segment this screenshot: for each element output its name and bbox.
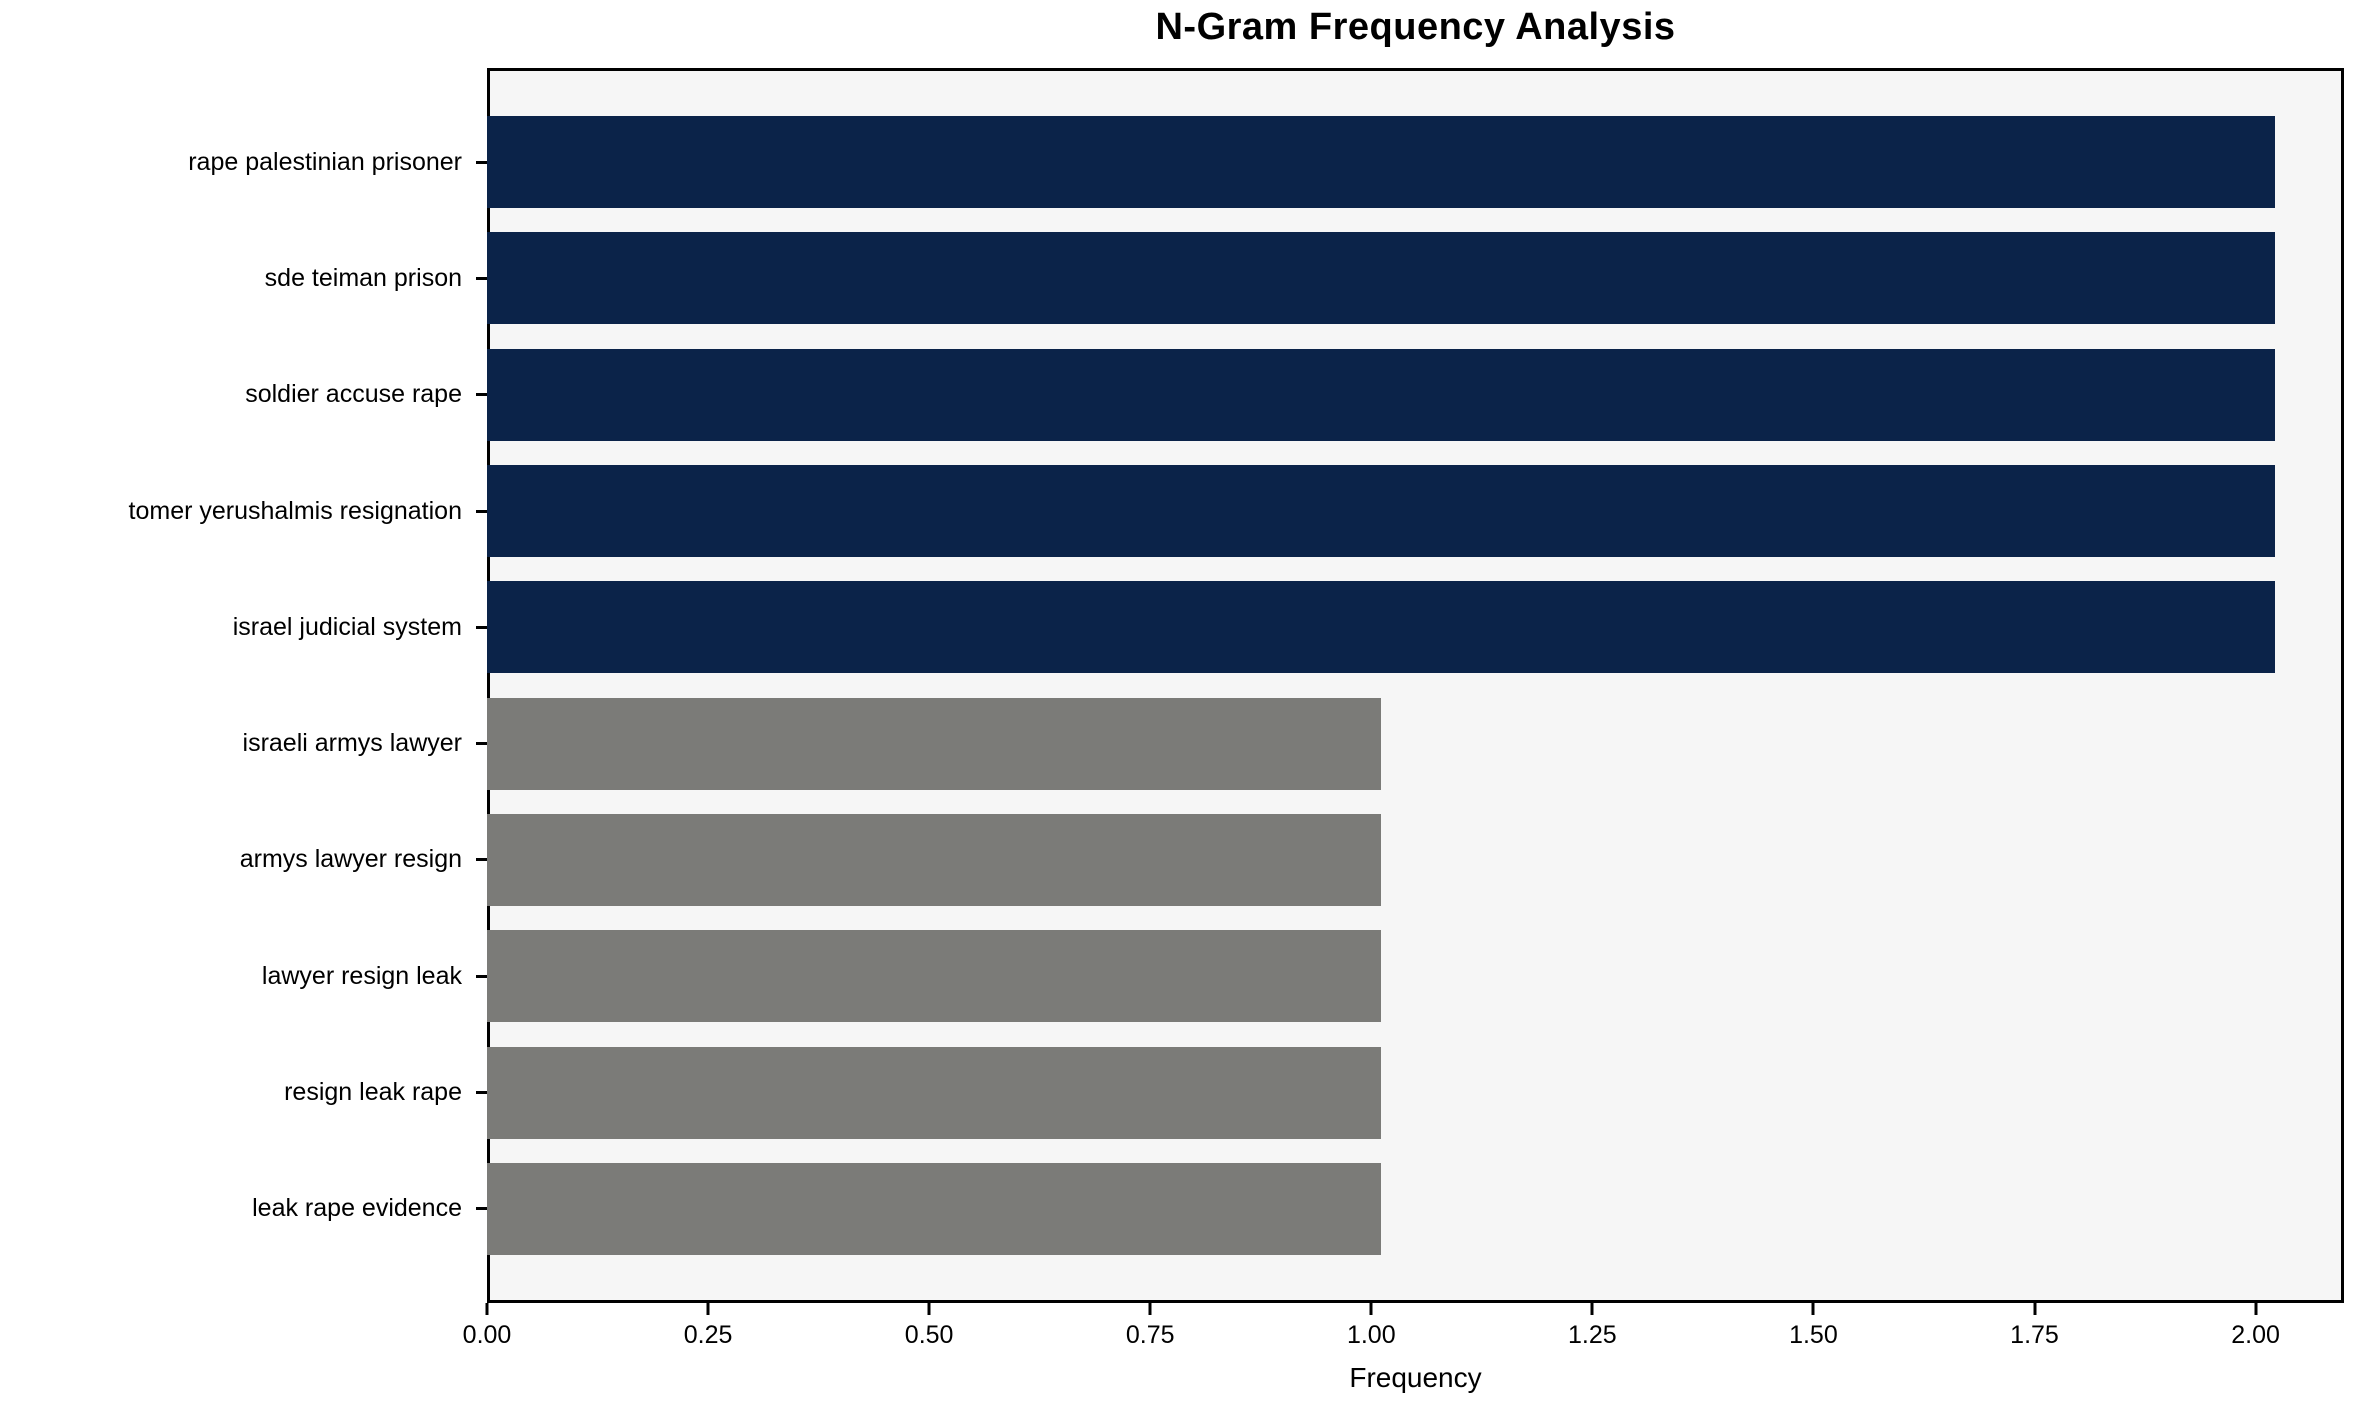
x-tick-label: 1.75 xyxy=(2010,1321,2059,1349)
x-tick-label: 2.00 xyxy=(2231,1321,2280,1349)
bar-track xyxy=(487,685,2364,801)
x-tick-label: 0.50 xyxy=(904,1321,954,1349)
bar xyxy=(487,232,2275,325)
bar xyxy=(487,813,1381,906)
bar xyxy=(487,581,2275,674)
x-tick-label: 1.25 xyxy=(1568,1321,1617,1349)
y-tick-label: israel judicial system xyxy=(232,612,462,641)
y-tick-label: armys lawyer resign xyxy=(239,845,462,874)
bar-row: israeli armys lawyer xyxy=(0,685,2364,801)
bar-rows-layer: rape palestinian prisoner sde teiman pris… xyxy=(0,68,2364,1303)
bar xyxy=(487,697,1381,790)
x-tick-label: 0.00 xyxy=(462,1321,512,1349)
y-tick-label: soldier accuse rape xyxy=(245,380,462,409)
y-tick-label: sde teiman prison xyxy=(264,263,462,292)
x-tick-label: 0.75 xyxy=(1125,1321,1175,1349)
x-axis: 0.00 0.25 0.50 0.75 1.00 1.25 1.50 1.75 2.00 xyxy=(463,1303,2344,1373)
x-tick-label: 1.00 xyxy=(1346,1321,1396,1349)
y-tick-mark xyxy=(476,276,487,280)
x-tick-mark xyxy=(706,1303,710,1315)
bar-row: leak rape evidence xyxy=(0,1151,2364,1267)
x-tick-label: 1.50 xyxy=(1789,1321,1838,1349)
y-tick-mark xyxy=(476,858,487,862)
y-tick-mark xyxy=(476,625,487,629)
y-tick-label: leak rape evidence xyxy=(252,1194,462,1223)
y-tick-mark xyxy=(476,742,487,746)
y-tick-label: tomer yerushalmis resignation xyxy=(128,496,462,525)
x-tick-mark xyxy=(485,1303,489,1315)
bar-row: soldier accuse rape xyxy=(0,337,2364,453)
y-tick-label: lawyer resign leak xyxy=(261,961,462,990)
x-axis-title: Frequency xyxy=(1349,1362,1482,1393)
bar-row: armys lawyer resign xyxy=(0,802,2364,918)
x-tick-mark xyxy=(2254,1303,2258,1315)
bar-row: israel judicial system xyxy=(0,569,2364,685)
bar-track xyxy=(487,569,2364,685)
y-tick-mark xyxy=(476,160,487,164)
bar-track xyxy=(487,802,2364,918)
y-tick-mark xyxy=(476,509,487,513)
bar xyxy=(487,1162,1381,1255)
bar xyxy=(487,348,2275,441)
bar xyxy=(487,116,2275,209)
y-tick-mark xyxy=(476,1207,487,1211)
y-tick-label: israeli armys lawyer xyxy=(242,729,462,758)
bar-row: sde teiman prison xyxy=(0,220,2364,336)
bar-track xyxy=(487,918,2364,1034)
bar-track xyxy=(487,220,2364,336)
bar-row: tomer yerushalmis resignation xyxy=(0,453,2364,569)
bar-track xyxy=(487,104,2364,220)
x-tick-mark xyxy=(1811,1303,1815,1315)
y-tick-label: rape palestinian prisoner xyxy=(188,147,462,176)
y-tick-mark xyxy=(476,393,487,397)
bar-track xyxy=(487,453,2364,569)
bar xyxy=(487,465,2275,558)
chart-title: N-Gram Frequency Analysis xyxy=(1155,6,1676,48)
bar-row: resign leak rape xyxy=(0,1034,2364,1150)
x-tick-mark xyxy=(1148,1303,1152,1315)
bar-track xyxy=(487,337,2364,453)
bar xyxy=(487,1046,1381,1139)
bar-track xyxy=(487,1151,2364,1267)
bar-track xyxy=(487,1034,2364,1150)
bar-row: lawyer resign leak xyxy=(0,918,2364,1034)
bar xyxy=(487,930,1381,1023)
x-tick-label: 0.25 xyxy=(683,1321,733,1349)
x-tick-mark xyxy=(2033,1303,2036,1315)
x-tick-mark xyxy=(927,1303,931,1315)
x-tick-mark xyxy=(1369,1303,1373,1315)
y-tick-label: resign leak rape xyxy=(284,1078,462,1107)
x-tick-mark xyxy=(1590,1303,1594,1315)
bar-row: rape palestinian prisoner xyxy=(0,104,2364,220)
y-tick-mark xyxy=(476,1091,487,1095)
y-tick-mark xyxy=(476,974,487,978)
